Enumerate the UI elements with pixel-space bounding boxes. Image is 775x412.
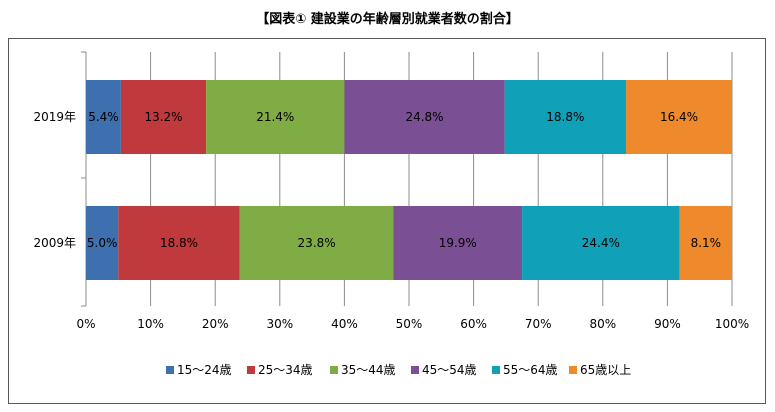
legend-swatch [166, 366, 174, 374]
x-tick-label: 100% [715, 317, 749, 331]
data-label: 8.1% [691, 236, 722, 250]
bar-segment [239, 206, 394, 280]
x-tick-label: 30% [266, 317, 293, 331]
legend-swatch [569, 366, 577, 374]
data-label: 24.4% [582, 236, 620, 250]
data-label: 18.8% [160, 236, 198, 250]
x-tick-label: 50% [396, 317, 423, 331]
x-tick-label: 60% [460, 317, 487, 331]
x-tick-label: 20% [202, 317, 229, 331]
data-label: 5.4% [88, 110, 119, 124]
bar-segment [118, 206, 240, 280]
x-tick-label: 40% [331, 317, 358, 331]
category-label: 2019年 [33, 110, 76, 124]
legend-swatch [247, 366, 255, 374]
bar-segment [86, 80, 121, 154]
bar-segment [626, 80, 732, 154]
x-tick-label: 10% [137, 317, 164, 331]
x-tick-label: 0% [76, 317, 95, 331]
data-label: 16.4% [660, 110, 698, 124]
category-label: 2009年 [33, 236, 76, 250]
x-tick-label: 70% [525, 317, 552, 331]
data-label: 19.9% [439, 236, 477, 250]
data-label: 24.8% [405, 110, 443, 124]
legend-label: 65歳以上 [580, 363, 631, 377]
legend-swatch [492, 366, 500, 374]
data-label: 18.8% [546, 110, 584, 124]
data-label: 5.0% [87, 236, 118, 250]
legend-label: 45～54歳 [422, 363, 477, 377]
bar-segment [206, 80, 345, 154]
x-tick-label: 90% [654, 317, 681, 331]
bar-segment [504, 80, 627, 154]
bar-segment [344, 80, 505, 154]
chart-frame [8, 38, 766, 404]
legend-label: 25～34歳 [258, 363, 313, 377]
bar-segment [86, 206, 119, 280]
legend-label: 15～24歳 [177, 363, 232, 377]
bar-segment [522, 206, 680, 280]
legend-swatch [411, 366, 419, 374]
bar-segment [393, 206, 523, 280]
bar-segment [120, 80, 207, 154]
chart-title: 【図表① 建設業の年齢層別就業者数の割合】 [256, 12, 519, 27]
data-label: 23.8% [298, 236, 336, 250]
legend-label: 35～44歳 [341, 363, 396, 377]
data-label: 21.4% [256, 110, 294, 124]
x-tick-label: 80% [589, 317, 616, 331]
bar-segment [679, 206, 732, 280]
legend-swatch [330, 366, 338, 374]
data-label: 13.2% [144, 110, 182, 124]
legend-label: 55～64歳 [503, 363, 558, 377]
